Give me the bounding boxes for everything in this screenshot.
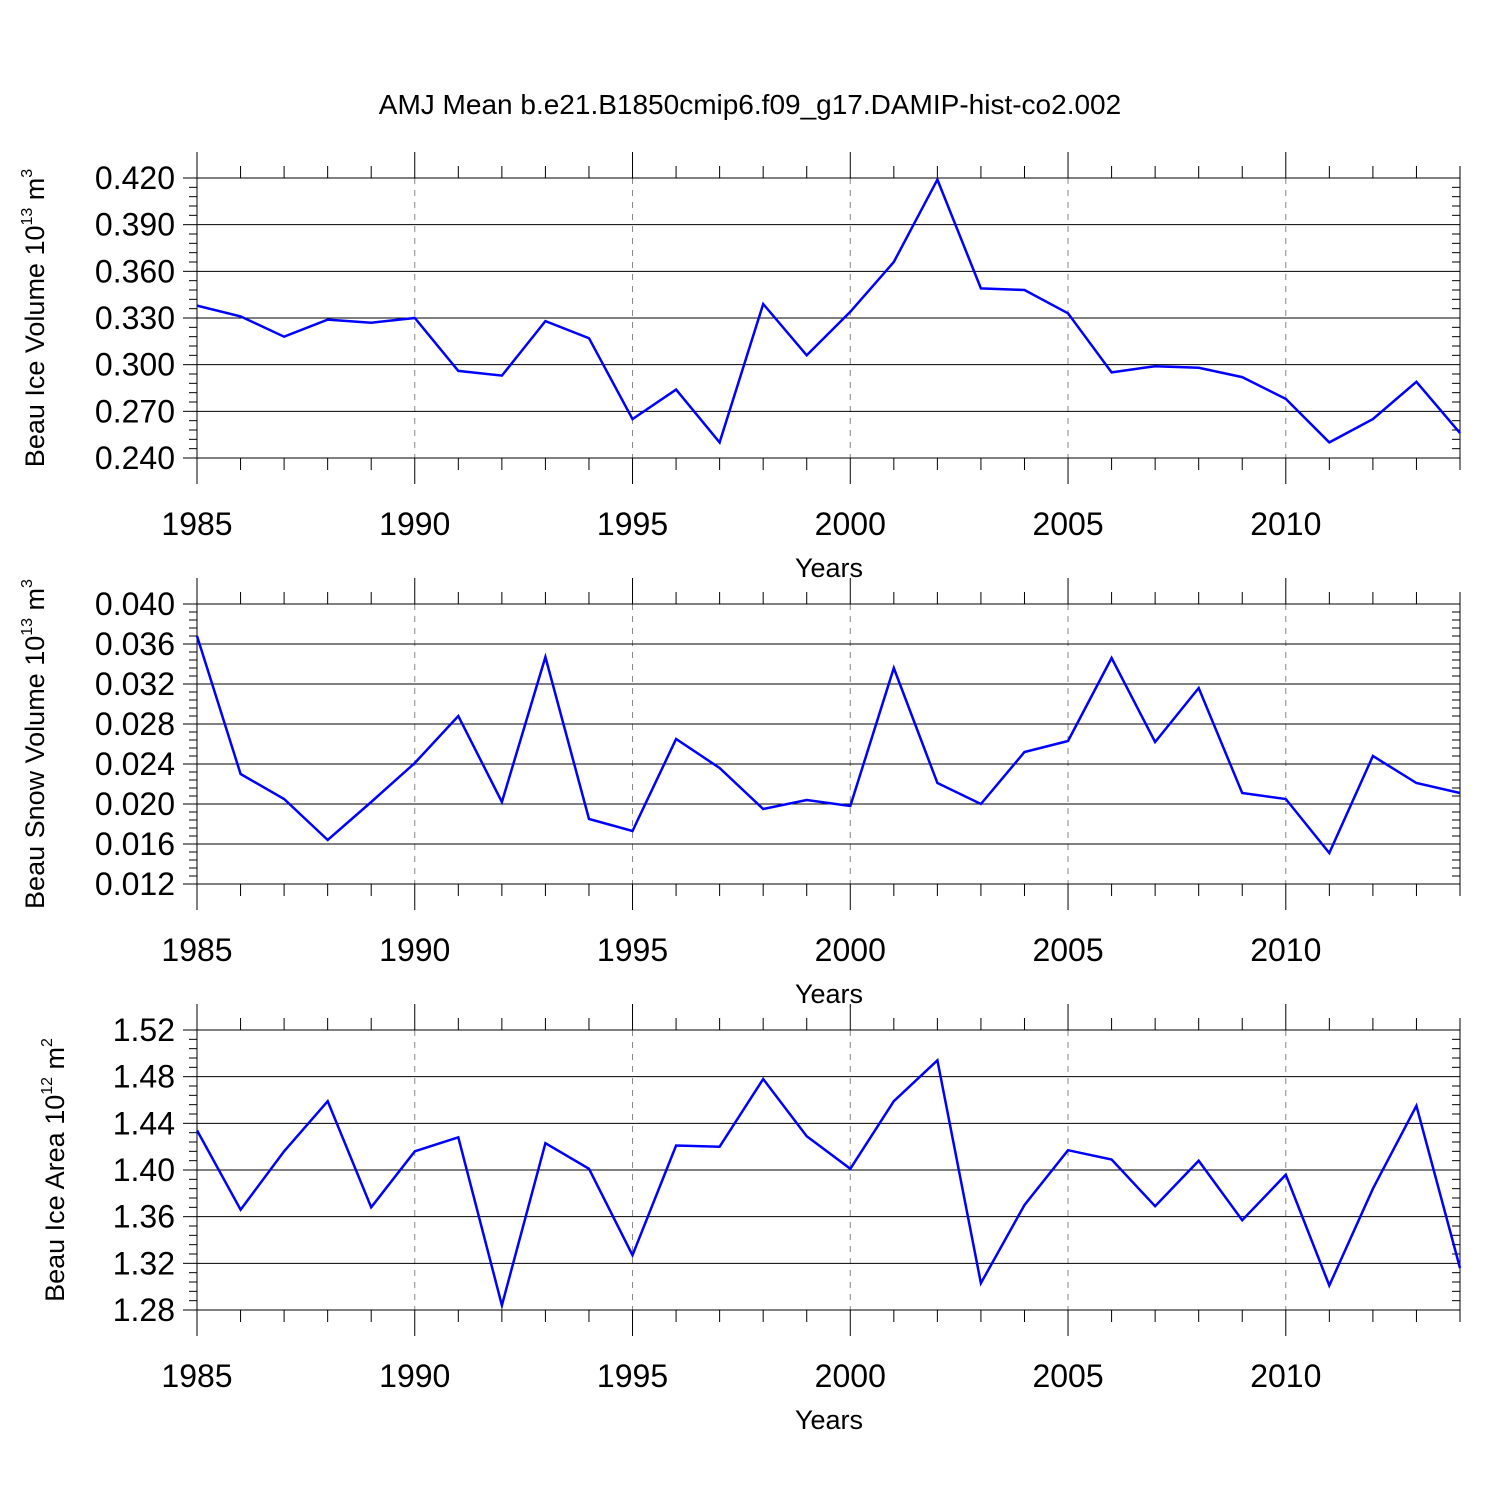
plot-frame — [196, 603, 1461, 885]
y-tick-label: 0.360 — [95, 253, 175, 289]
x-tick-label: 1995 — [597, 506, 668, 542]
x-tick-label: 2005 — [1032, 1358, 1103, 1394]
x-tick-label: 1995 — [597, 1358, 668, 1394]
y-axis-label-superscript: 13 — [19, 618, 36, 636]
y-axis-label-part: Beau Ice Volume 10 — [20, 226, 50, 468]
y-tick-label: 0.040 — [95, 586, 175, 622]
y-axis-label-part: m — [20, 178, 50, 208]
y-tick-label: 1.48 — [113, 1059, 175, 1095]
x-tick-label: 1990 — [379, 932, 450, 968]
x-axis-label: Years — [795, 553, 863, 583]
y-axis-label-part: m — [40, 1047, 70, 1077]
x-tick-label: 1985 — [161, 1358, 232, 1394]
y-axis-label-superscript: 2 — [39, 1038, 56, 1047]
panel-2: 0.012 0.016 0.020 0.024 0.028 0.032 0.036 0.040… — [19, 578, 1461, 1009]
y-axis-label-part: Beau Ice Area 10 — [40, 1095, 70, 1302]
y-axis-label-superscript: 3 — [19, 169, 36, 178]
x-tick-label: 1985 — [161, 932, 232, 968]
series-line — [195, 1057, 1462, 1311]
y-tick-label: 1.44 — [113, 1105, 175, 1141]
y-tick-label: 0.012 — [95, 866, 175, 902]
series-line — [195, 635, 1461, 856]
y-tick-label: 0.300 — [95, 347, 175, 383]
y-tick-label: 0.032 — [95, 666, 175, 702]
y-tick-label: 0.240 — [95, 440, 175, 476]
y-axis-label: Beau Ice Volume 1013 m3 — [19, 169, 50, 467]
x-tick-label: 1985 — [161, 506, 232, 542]
y-axis-label: Beau Snow Volume 1013 m3 — [19, 579, 50, 909]
chart-title: AMJ Mean b.e21.B1850cmip6.f09_g17.DAMIP-… — [379, 89, 1121, 120]
y-tick-label: 1.36 — [113, 1199, 175, 1235]
x-tick-label: 2010 — [1250, 506, 1321, 542]
y-tick-label: 0.016 — [95, 826, 175, 862]
y-tick-label: 0.024 — [95, 746, 175, 782]
y-axis-label-superscript: 12 — [39, 1077, 56, 1095]
x-tick-label: 1995 — [597, 932, 668, 968]
y-tick-label: 1.52 — [113, 1012, 175, 1048]
x-tick-label: 2010 — [1250, 1358, 1321, 1394]
x-tick-label: 2010 — [1250, 932, 1321, 968]
x-tick-label: 2005 — [1032, 932, 1103, 968]
y-tick-label: 0.420 — [95, 160, 175, 196]
x-tick-label: 1990 — [379, 506, 450, 542]
series-line — [196, 176, 1461, 445]
y-axis-label: Beau Ice Area 1012 m2 — [39, 1038, 70, 1302]
y-tick-label: 0.020 — [95, 786, 175, 822]
x-tick-label: 2000 — [815, 932, 886, 968]
y-axis-label-superscript: 13 — [19, 208, 36, 226]
y-tick-label: 0.390 — [95, 207, 175, 243]
x-tick-label: 2000 — [815, 506, 886, 542]
x-tick-label: 2000 — [815, 1358, 886, 1394]
y-tick-label: 0.036 — [95, 626, 175, 662]
y-tick-label: 1.28 — [113, 1292, 175, 1328]
y-tick-label: 1.40 — [113, 1152, 175, 1188]
panel-1: 0.240 0.270 0.300 0.330 0.360 0.390 0.420 1985 1… — [19, 152, 1461, 583]
y-axis-label-part: Beau Snow Volume 10 — [20, 636, 50, 909]
plot-frame — [196, 177, 1461, 459]
x-axis-label: Years — [795, 1405, 863, 1435]
y-tick-label: 0.270 — [95, 393, 175, 429]
x-tick-label: 2005 — [1032, 506, 1103, 542]
y-axis-label-superscript: 3 — [19, 579, 36, 588]
x-axis-label: Years — [795, 979, 863, 1009]
plot-frame — [196, 1029, 1461, 1311]
panel-3: 1.28 1.32 1.36 1.40 1.44 1.48 1.52 1985 1990 1995… — [39, 1004, 1462, 1435]
y-tick-label: 1.32 — [113, 1245, 175, 1281]
y-tick-label: 0.028 — [95, 706, 175, 742]
y-tick-label: 0.330 — [95, 300, 175, 336]
x-tick-label: 1990 — [379, 1358, 450, 1394]
y-axis-label-part: m — [20, 588, 50, 618]
